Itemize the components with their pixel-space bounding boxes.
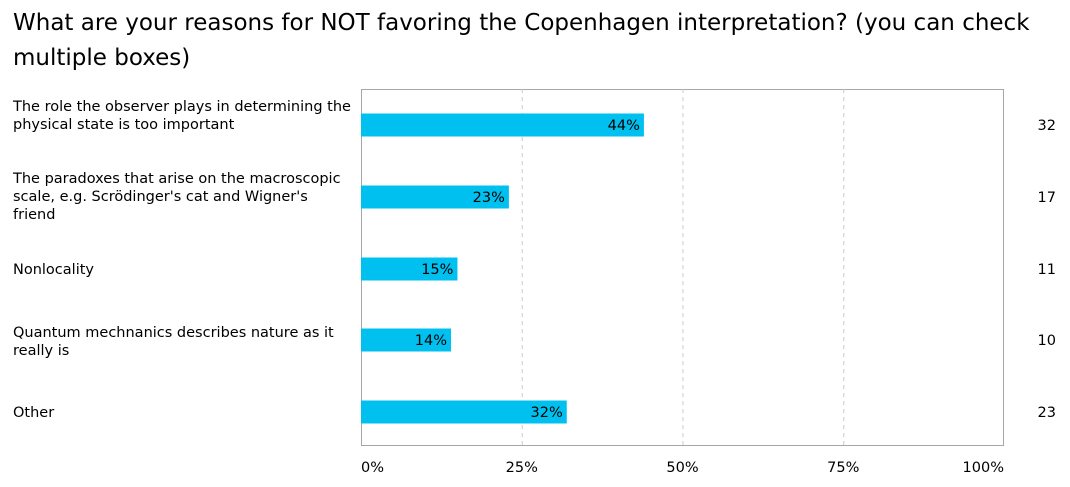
bar xyxy=(361,328,452,352)
bar-value-label: 44% xyxy=(608,118,640,134)
bar xyxy=(361,257,458,281)
category-label: The role the observer plays in determini… xyxy=(13,99,351,133)
bar-value-label: 23% xyxy=(473,190,505,206)
bar xyxy=(361,185,509,209)
bar-value-label: 14% xyxy=(415,333,447,349)
x-tick-label: 0% xyxy=(361,460,384,476)
response-count: 11 xyxy=(1037,262,1056,278)
chart-title: What are your reasons for NOT favoring t… xyxy=(13,10,1030,71)
category-label: The paradoxes that arise on the macrosco… xyxy=(13,171,341,223)
response-count: 32 xyxy=(1037,118,1056,134)
category-label: Nonlocality xyxy=(13,262,94,278)
category-label: Quantum mechnanics describes nature as i… xyxy=(13,325,334,359)
response-count: 10 xyxy=(1037,333,1056,349)
x-tick-label: 75% xyxy=(827,460,859,476)
x-tick-label: 50% xyxy=(666,460,698,476)
x-tick-label: 100% xyxy=(963,460,1004,476)
response-count: 23 xyxy=(1037,405,1056,421)
bar xyxy=(361,400,567,424)
bar-value-label: 32% xyxy=(531,405,563,421)
category-label: Other xyxy=(13,405,55,421)
response-count: 17 xyxy=(1037,190,1056,206)
x-tick-label: 25% xyxy=(506,460,538,476)
bar xyxy=(361,113,644,137)
bar-value-label: 15% xyxy=(421,262,453,278)
